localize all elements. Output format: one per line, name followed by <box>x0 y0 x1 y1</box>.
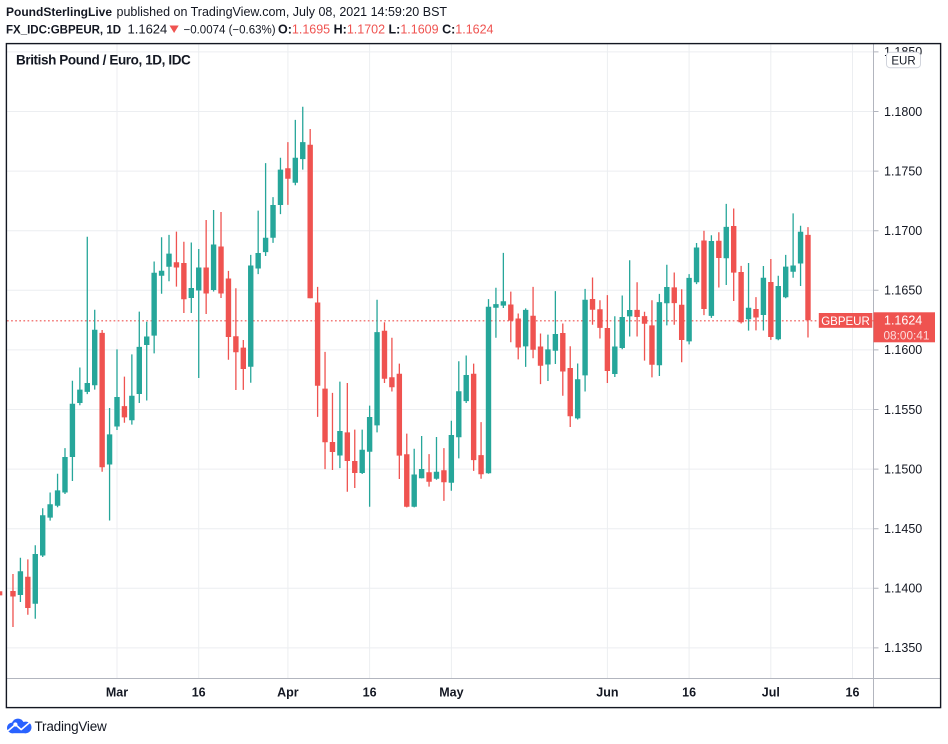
svg-text:O:1.1695 H:1.1702 L:1.1609 C:1: O:1.1695 H:1.1702 L:1.1609 C:1.1624 <box>278 23 494 37</box>
svg-text:FX_IDC:GBPEUR, 1D: FX_IDC:GBPEUR, 1D <box>6 25 121 37</box>
svg-text:1.1400: 1.1400 <box>884 582 922 596</box>
svg-text:1.1650: 1.1650 <box>884 284 922 298</box>
svg-text:1.1624: 1.1624 <box>128 22 168 37</box>
svg-text:16: 16 <box>363 686 377 700</box>
svg-text:published on TradingView.com,: published on TradingView.com, July 08, 2… <box>117 5 448 19</box>
svg-text:PoundSterlingLive: PoundSterlingLive <box>6 5 112 19</box>
svg-text:Mar: Mar <box>106 686 128 700</box>
svg-text:EUR: EUR <box>891 55 915 67</box>
svg-text:May: May <box>439 686 463 700</box>
svg-text:16: 16 <box>846 686 860 700</box>
svg-text:1.1750: 1.1750 <box>884 164 922 178</box>
svg-text:1.1550: 1.1550 <box>884 403 922 417</box>
svg-text:−0.0074 (−0.63%): −0.0074 (−0.63%) <box>184 25 276 37</box>
svg-text:British Pound / Euro, 1D, IDC: British Pound / Euro, 1D, IDC <box>16 53 191 68</box>
svg-text:GBPEUR: GBPEUR <box>821 316 870 328</box>
svg-text:1.1624: 1.1624 <box>884 314 922 328</box>
svg-text:Jul: Jul <box>762 686 780 700</box>
svg-text:Jun: Jun <box>596 686 618 700</box>
svg-text:1.1450: 1.1450 <box>884 522 922 536</box>
svg-text:TradingView: TradingView <box>35 719 108 734</box>
svg-text:1.1500: 1.1500 <box>884 462 922 476</box>
svg-text:1.1350: 1.1350 <box>884 641 922 655</box>
svg-text:16: 16 <box>192 686 206 700</box>
svg-text:08:00:41: 08:00:41 <box>884 328 930 342</box>
svg-text:16: 16 <box>682 686 696 700</box>
svg-text:Apr: Apr <box>277 686 299 700</box>
svg-text:1.1800: 1.1800 <box>884 105 922 119</box>
svg-text:1.1600: 1.1600 <box>884 343 922 357</box>
svg-text:1.1700: 1.1700 <box>884 224 922 238</box>
